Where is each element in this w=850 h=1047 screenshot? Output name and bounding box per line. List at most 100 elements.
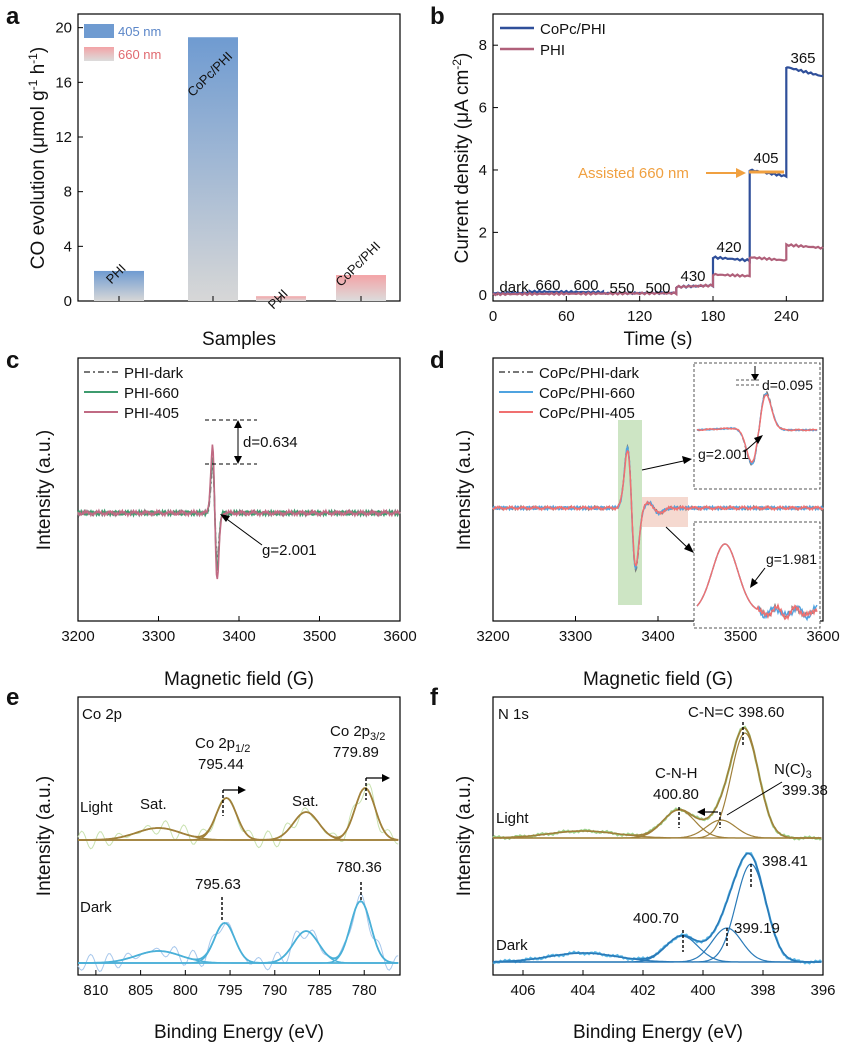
panel-b-y-tick-label: 6 xyxy=(479,100,487,117)
panel-f-cnh-label: C-N-H xyxy=(655,765,698,782)
panel-b-x-label: Time (s) xyxy=(624,329,693,350)
bar-1 xyxy=(188,37,238,301)
inset-top xyxy=(693,362,821,490)
step-label-660: 660 xyxy=(535,277,560,294)
panel-e-x-tick-label: 795 xyxy=(218,982,243,999)
panel-a-y-tick-label: 4 xyxy=(64,238,72,255)
panel-e-779-89: 779.89 xyxy=(333,744,379,761)
panel-f-399-38: 399.38 xyxy=(782,782,828,799)
panel-letter-a: a xyxy=(6,3,20,30)
panel-c-axes: 3200 3300 3400 3500 3600 xyxy=(61,616,417,645)
legend-label-copc: CoPc/PHI xyxy=(540,21,606,38)
panel-a-y-tick-label: 16 xyxy=(55,74,72,91)
panel-f: 406 404 402 400 398 396 N 1s Light Dark C-N=C… xyxy=(454,696,836,1043)
inset-g-1981-label: g=1.981 xyxy=(766,551,817,567)
panel-f-400-80: 400.80 xyxy=(653,786,699,803)
panel-b-x-tick-label: 0 xyxy=(489,308,497,325)
step-label-420: 420 xyxy=(716,239,741,256)
xps-co-dark-fit xyxy=(78,899,399,964)
panel-b-x-tick-label: 240 xyxy=(774,308,799,325)
panel-e-x-tick-label: 790 xyxy=(262,982,287,999)
panel-f-nc-label: N(C)3 xyxy=(774,761,812,781)
panel-f-cnc-label: C-N=C 398.60 xyxy=(688,704,784,721)
panel-d: 3200 3300 3400 3500 3600 CoPc/PHI-dark CoPc/… xyxy=(454,357,840,690)
bar-label-2: PHI xyxy=(265,286,291,312)
panel-f-light-label: Light xyxy=(496,810,529,827)
panel-e-light-label: Light xyxy=(80,799,113,816)
panel-f-y-label: Intensity (a.u.) xyxy=(454,776,475,896)
step-label-405: 405 xyxy=(753,150,778,167)
panel-d-inset-lines xyxy=(696,391,818,622)
legend-label-phi-660: PHI-660 xyxy=(124,385,179,402)
legend-label-copc-dark: CoPc/PHI-dark xyxy=(539,365,640,382)
panel-c-lines xyxy=(77,444,401,580)
panel-c-x-tick-label: 3400 xyxy=(222,628,255,645)
panel-f-x-tick-label: 398 xyxy=(750,982,775,999)
panel-f-x-tick-label: 404 xyxy=(570,982,595,999)
inset-top-copc-phi-405 xyxy=(696,394,818,464)
panel-d-y-label: Intensity (a.u.) xyxy=(454,430,475,550)
panel-d-x-tick-label: 3600 xyxy=(806,628,839,645)
panel-c-x-label: Magnetic field (G) xyxy=(164,669,314,690)
panel-e-795-63: 795.63 xyxy=(195,876,241,893)
panel-a-y-axis: 0 4 8 12 16 20 xyxy=(55,20,83,310)
inset-g-2001-label: g=2.001 xyxy=(698,446,749,462)
step-label-500: 500 xyxy=(645,280,670,297)
panel-e-x-tick-label: 785 xyxy=(307,982,332,999)
panel-e-co2p32: Co 2p3/2 xyxy=(330,723,385,743)
panel-e-axes: 810 805 800 795 790 785 780 xyxy=(83,970,377,999)
legend-swatch-660 xyxy=(84,47,114,61)
step-label-550: 550 xyxy=(609,280,634,297)
panel-e-x-tick-label: 805 xyxy=(128,982,153,999)
panel-a-x-label: Samples xyxy=(202,329,276,350)
panel-e-lines xyxy=(77,783,399,973)
legend-label-phi-405: PHI-405 xyxy=(124,405,179,422)
panel-d-x-tick-label: 3500 xyxy=(724,628,757,645)
xps-n-light-fit xyxy=(493,727,822,839)
panel-letter-b: b xyxy=(430,3,445,30)
panel-e-x-label: Binding Energy (eV) xyxy=(154,1022,324,1043)
legend-swatch-405 xyxy=(84,24,114,38)
panel-f-dark-label: Dark xyxy=(496,937,528,954)
panel-f-x-tick-label: 396 xyxy=(810,982,835,999)
panel-f-axes: 406 404 402 400 398 396 xyxy=(510,970,836,999)
bar-0 xyxy=(94,270,144,301)
panel-b-x-tick-label: 120 xyxy=(627,308,652,325)
panel-a-y-tick-label: 20 xyxy=(55,20,72,37)
xps-co-light-component-0 xyxy=(78,827,399,841)
panel-f-title: N 1s xyxy=(498,706,529,723)
panel-d-lines xyxy=(492,443,824,573)
panel-f-lines xyxy=(492,725,823,965)
panel-f-x-tick-label: 402 xyxy=(630,982,655,999)
panel-letter-c: c xyxy=(6,347,19,374)
panel-c-g-label: g=2.001 xyxy=(262,542,317,559)
panel-a-frame xyxy=(77,13,401,302)
panel-b-y-tick-label: 0 xyxy=(479,287,487,304)
panel-f-398-41: 398.41 xyxy=(762,853,808,870)
panel-c-x-tick-label: 3500 xyxy=(303,628,336,645)
series-phi-405 xyxy=(77,444,401,580)
step-label-365: 365 xyxy=(790,50,815,67)
panel-e-x-tick-label: 780 xyxy=(352,982,377,999)
panel-f-400-70: 400.70 xyxy=(633,910,679,927)
highlight-green xyxy=(618,420,642,605)
panel-letter-d: d xyxy=(430,347,445,374)
legend-label-copc-405: CoPc/PHI-405 xyxy=(539,405,635,422)
panel-c-d-label: d=0.634 xyxy=(243,434,298,451)
panel-b-x-tick-label: 180 xyxy=(700,308,725,325)
panel-b-frame xyxy=(492,13,824,302)
panel-c-y-label: Intensity (a.u.) xyxy=(34,430,55,550)
panel-e-x-tick-label: 810 xyxy=(83,982,108,999)
panel-d-axes: 3200 3300 3400 3500 3600 xyxy=(476,616,840,645)
legend-label-660: 660 nm xyxy=(118,47,161,62)
panel-e-frame xyxy=(77,696,401,976)
panel-e-co2p12: Co 2p1/2 xyxy=(195,735,250,755)
panel-b-y-label: Current density (μA cm-2) xyxy=(450,53,473,264)
panel-f-x-tick-label: 400 xyxy=(690,982,715,999)
panel-b-y-tick-label: 2 xyxy=(479,224,487,241)
xps-co-dark-raw xyxy=(77,893,399,973)
panel-d-x-tick-label: 3300 xyxy=(559,628,592,645)
